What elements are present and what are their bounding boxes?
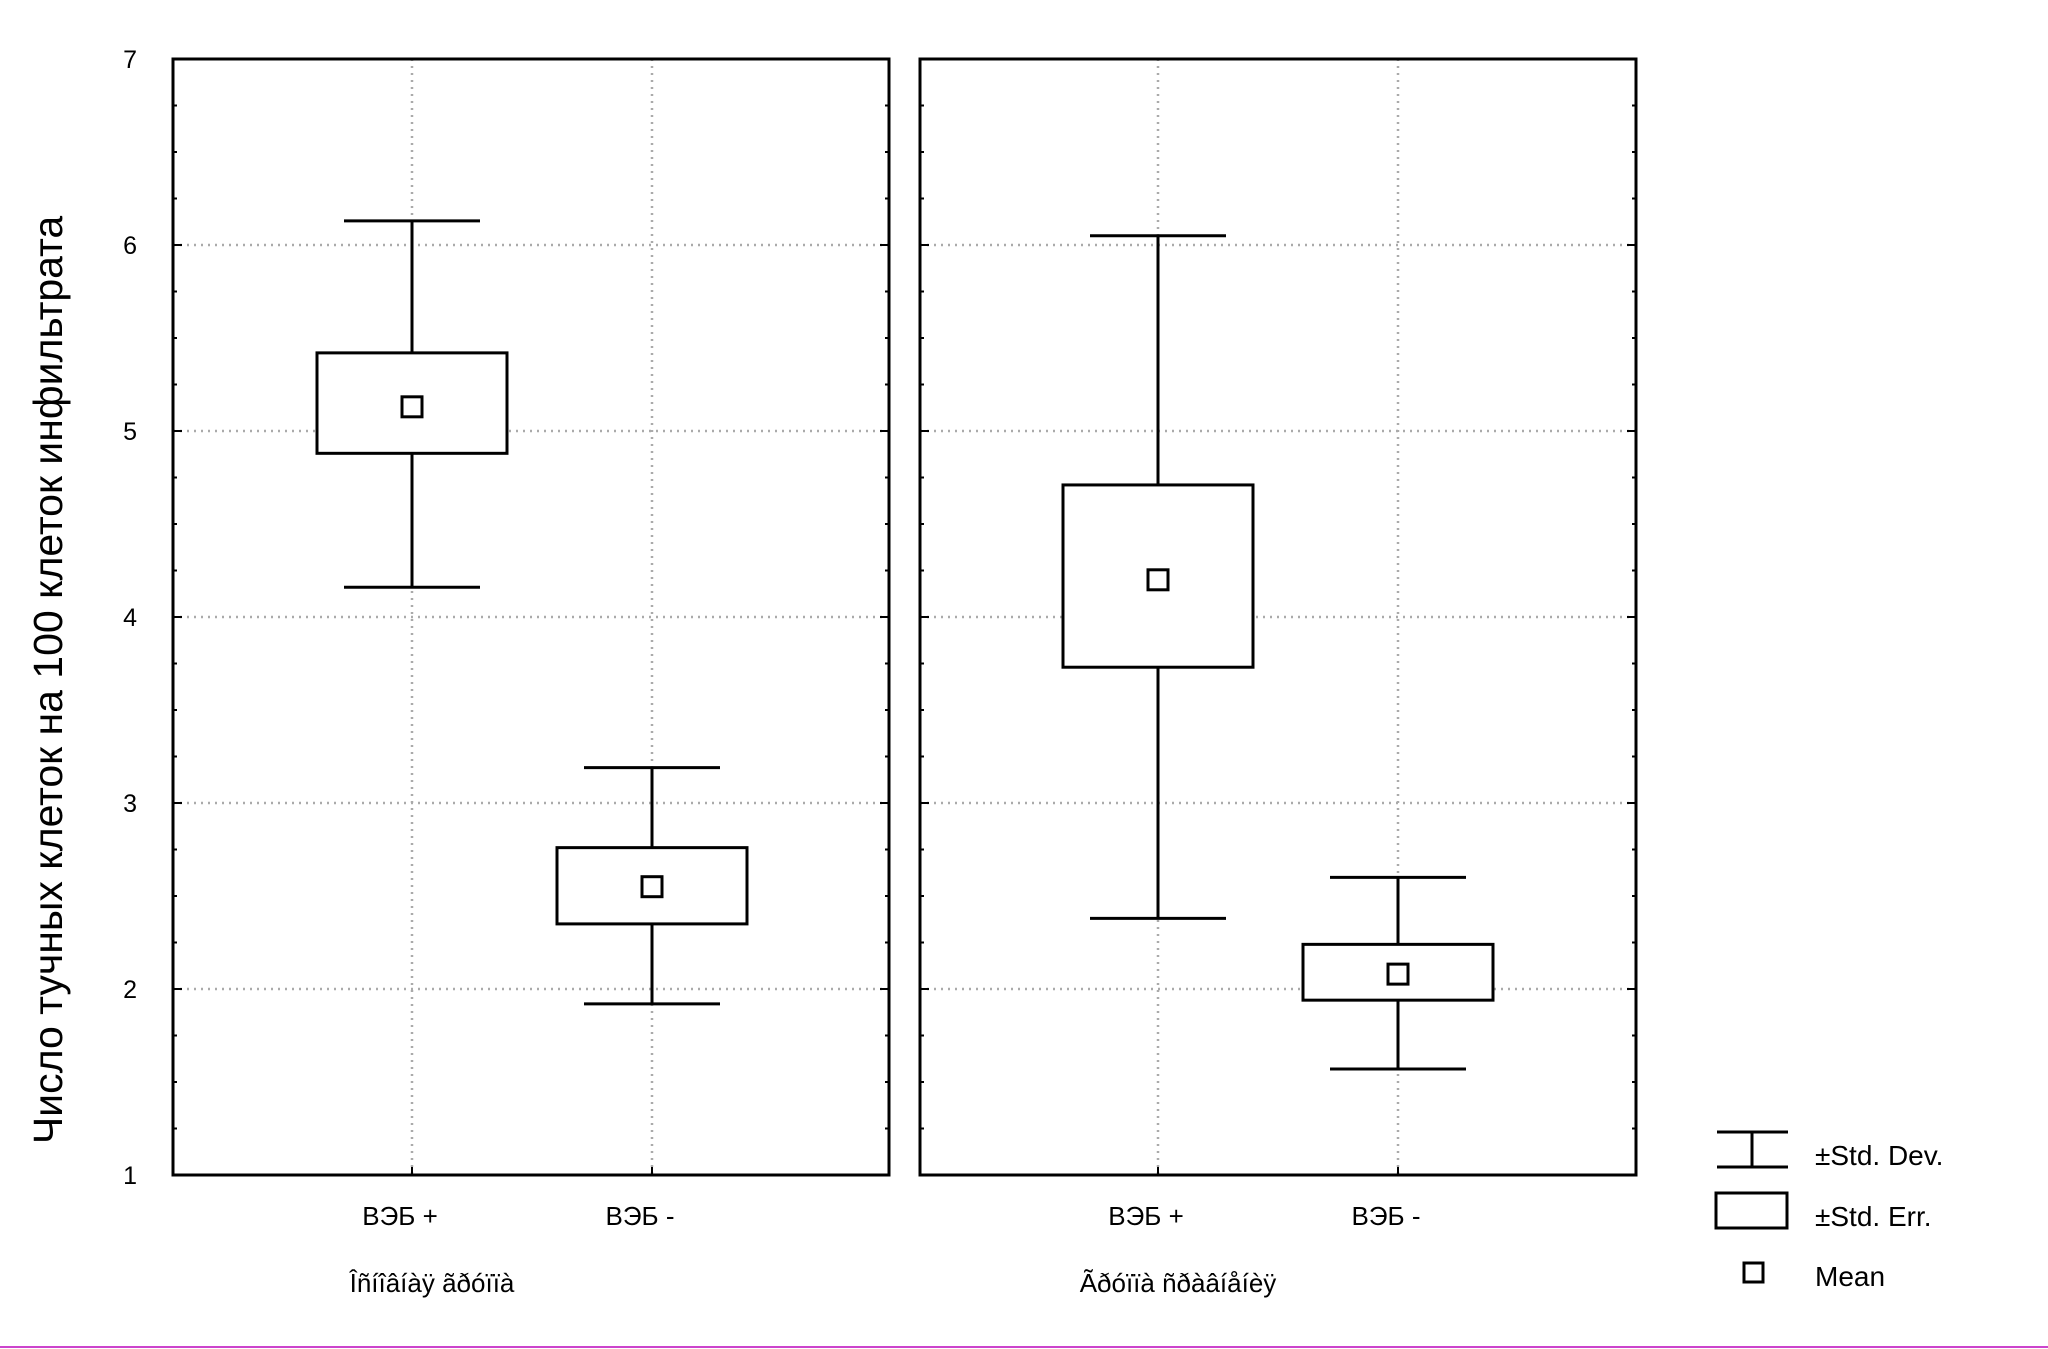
panel-frame: [918, 57, 1638, 1177]
group-label: Ãðóïïà ñðàâíåíèÿ: [1080, 1268, 1277, 1298]
panel-2: ВЭБ + ВЭБ - Ãðóïïà ñðàâíåíèÿ: [918, 57, 1638, 1298]
legend-se-icon: [1714, 1191, 1789, 1230]
category-label: ВЭБ -: [1352, 1201, 1421, 1231]
mean-marker: [1146, 568, 1170, 592]
legend-mean-icon: [1742, 1261, 1765, 1284]
panels: ВЭБ + ВЭБ - Îñíîâíàÿ ãðóïïà ВЭБ + ВЭБ - Ãðóïï…: [171, 57, 1638, 1298]
bottom-border: [0, 1346, 2048, 1348]
category-label: ВЭБ +: [362, 1201, 438, 1231]
y-tick-label: 4: [123, 604, 137, 632]
box-1: [315, 219, 509, 589]
legend-sd-label: ±Std. Dev.: [1815, 1140, 1943, 1171]
y-tick-label: 3: [123, 790, 137, 818]
group-label: Îñíîâíàÿ ãðóïïà: [349, 1268, 515, 1298]
mean-marker: [1386, 962, 1410, 986]
legend: ±Std. Dev. ±Std. Err. Mean: [1714, 1130, 1943, 1292]
y-tick-label: 6: [123, 232, 137, 260]
legend-item-se: ±Std. Err.: [1714, 1191, 1932, 1232]
category-label: ВЭБ -: [606, 1201, 675, 1231]
mean-marker: [640, 875, 664, 899]
panel-frame: [171, 57, 891, 1177]
legend-item-sd: ±Std. Dev.: [1717, 1130, 1943, 1171]
se-box: [1061, 483, 1255, 669]
box-1: [1061, 234, 1255, 920]
y-tick-label: 1: [123, 1162, 137, 1190]
box-2: [1301, 875, 1495, 1071]
y-axis-title: Число тучных клеток на 100 клеток инфиль…: [25, 216, 71, 1145]
y-tick-label: 5: [123, 418, 137, 446]
y-tick-labels: 1 2 3 4 5 6 7: [123, 46, 137, 1190]
legend-mean-label: Mean: [1815, 1261, 1885, 1292]
legend-item-mean: Mean: [1742, 1261, 1885, 1292]
mean-marker: [400, 395, 424, 419]
panel-1: ВЭБ + ВЭБ - Îñíîâíàÿ ãðóïïà: [171, 57, 891, 1298]
y-tick-label: 7: [123, 46, 137, 74]
box-2: [555, 766, 749, 1006]
y-tick-label: 2: [123, 976, 137, 1004]
legend-se-label: ±Std. Err.: [1815, 1201, 1932, 1232]
category-label: ВЭБ +: [1108, 1201, 1184, 1231]
